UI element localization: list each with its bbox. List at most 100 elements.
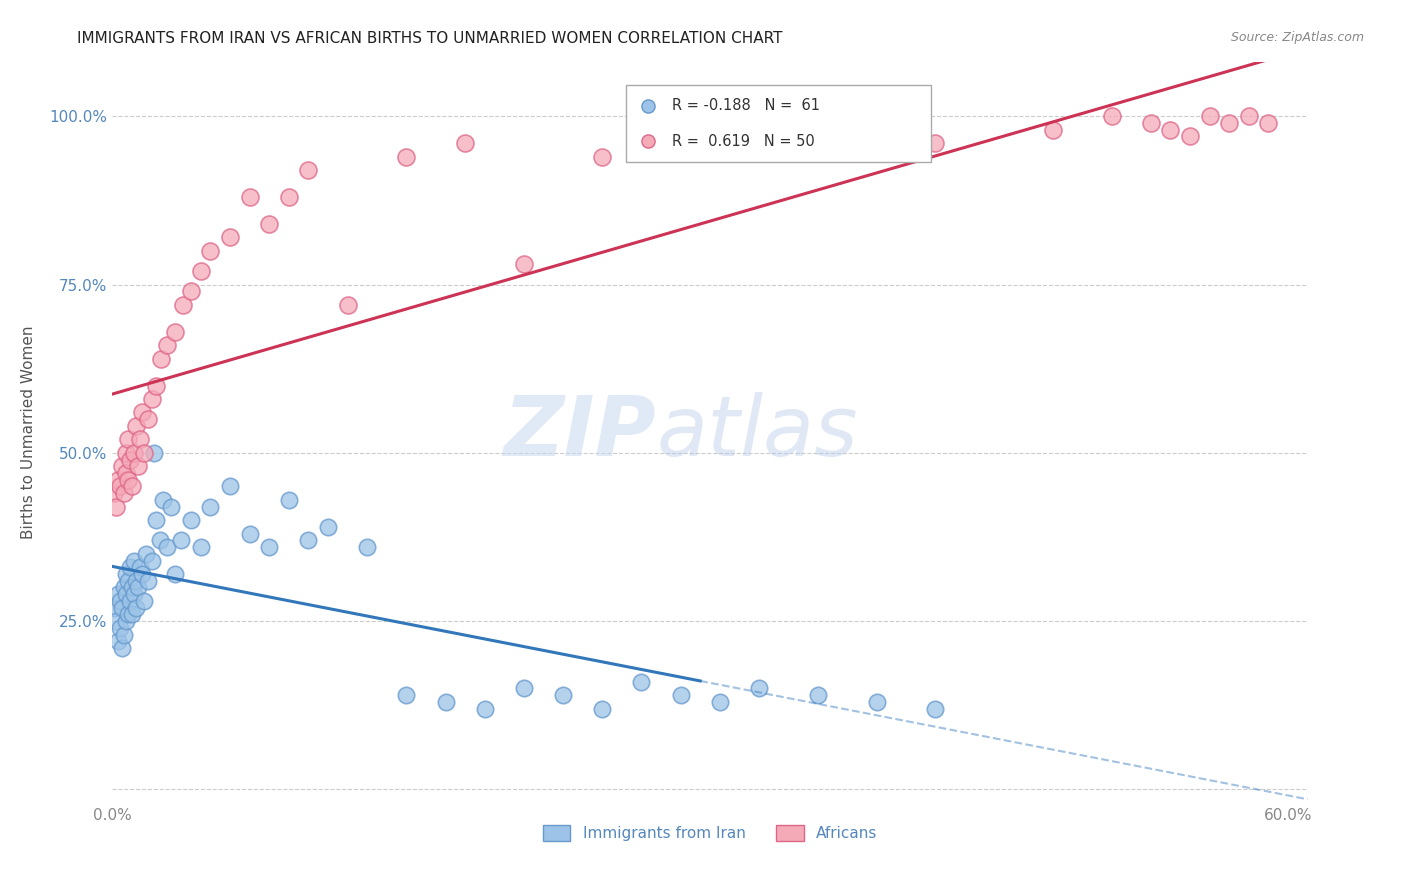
Point bbox=[110, 479, 132, 493]
Point bbox=[979, 181, 1001, 195]
Point bbox=[1140, 116, 1163, 130]
Point bbox=[297, 163, 319, 178]
Point bbox=[513, 257, 536, 271]
Point bbox=[115, 466, 138, 480]
Point bbox=[630, 674, 652, 689]
Point bbox=[316, 520, 339, 534]
Point bbox=[1198, 109, 1220, 123]
Point bbox=[125, 418, 148, 433]
Point bbox=[709, 695, 731, 709]
Point bbox=[165, 566, 187, 581]
Point bbox=[277, 492, 299, 507]
Point bbox=[1257, 116, 1279, 130]
Point bbox=[395, 688, 418, 702]
Text: atlas: atlas bbox=[657, 392, 858, 473]
Point bbox=[127, 581, 149, 595]
Point bbox=[160, 500, 183, 514]
Point bbox=[136, 412, 159, 426]
Point bbox=[689, 136, 711, 151]
Point bbox=[145, 513, 167, 527]
Point bbox=[152, 492, 174, 507]
Point bbox=[142, 446, 165, 460]
Point bbox=[136, 574, 159, 588]
Point bbox=[239, 190, 262, 204]
Point bbox=[277, 190, 299, 204]
Point bbox=[1101, 109, 1123, 123]
Point bbox=[551, 688, 574, 702]
Point bbox=[112, 627, 135, 641]
Text: R =  0.619   N = 50: R = 0.619 N = 50 bbox=[672, 134, 814, 149]
Point bbox=[105, 500, 128, 514]
Point bbox=[103, 600, 125, 615]
Point bbox=[257, 540, 280, 554]
Point bbox=[125, 600, 148, 615]
Point bbox=[807, 688, 830, 702]
Point bbox=[513, 681, 536, 696]
Point bbox=[121, 607, 143, 622]
Point bbox=[1159, 122, 1181, 136]
Point bbox=[120, 594, 142, 608]
Point bbox=[115, 446, 138, 460]
Point bbox=[924, 136, 946, 151]
Point bbox=[979, 148, 1001, 162]
Point bbox=[120, 452, 142, 467]
Point bbox=[150, 351, 173, 366]
Point bbox=[1042, 122, 1064, 136]
Point bbox=[190, 264, 212, 278]
Point bbox=[121, 581, 143, 595]
Point bbox=[141, 392, 163, 406]
Point bbox=[105, 614, 128, 628]
Point bbox=[172, 298, 194, 312]
Point bbox=[135, 547, 157, 561]
Point bbox=[148, 533, 170, 548]
Point bbox=[117, 433, 139, 447]
Point bbox=[115, 614, 138, 628]
Point bbox=[127, 459, 149, 474]
Point bbox=[454, 136, 477, 151]
Point bbox=[1237, 109, 1260, 123]
Point bbox=[110, 594, 132, 608]
Point bbox=[131, 405, 153, 419]
Point bbox=[122, 446, 145, 460]
Point bbox=[115, 587, 138, 601]
Legend: Immigrants from Iran, Africans: Immigrants from Iran, Africans bbox=[537, 819, 883, 847]
Point bbox=[180, 285, 202, 299]
Point bbox=[165, 325, 187, 339]
Point bbox=[219, 479, 242, 493]
Point bbox=[125, 574, 148, 588]
Point bbox=[112, 581, 135, 595]
Point bbox=[180, 513, 202, 527]
Point bbox=[1178, 129, 1201, 144]
Point bbox=[145, 378, 167, 392]
Point bbox=[591, 701, 613, 715]
Point bbox=[112, 486, 135, 500]
Point bbox=[257, 217, 280, 231]
Point bbox=[111, 459, 134, 474]
Point bbox=[132, 446, 155, 460]
Point bbox=[117, 473, 139, 487]
Point bbox=[924, 701, 946, 715]
Point bbox=[239, 526, 262, 541]
Point bbox=[356, 540, 378, 554]
Point bbox=[474, 701, 496, 715]
Point bbox=[787, 122, 810, 136]
Point bbox=[200, 244, 222, 258]
Point bbox=[748, 681, 770, 696]
Point bbox=[117, 574, 139, 588]
Point bbox=[117, 607, 139, 622]
Point bbox=[219, 230, 242, 244]
Point bbox=[107, 634, 129, 648]
Point bbox=[120, 560, 142, 574]
Point bbox=[591, 150, 613, 164]
Point bbox=[107, 587, 129, 601]
Point bbox=[103, 486, 125, 500]
Point bbox=[111, 600, 134, 615]
Point bbox=[122, 587, 145, 601]
Point bbox=[156, 338, 179, 352]
Point bbox=[131, 566, 153, 581]
Point bbox=[107, 473, 129, 487]
Point bbox=[395, 150, 418, 164]
FancyBboxPatch shape bbox=[627, 85, 931, 162]
Point bbox=[190, 540, 212, 554]
Text: R = -0.188   N =  61: R = -0.188 N = 61 bbox=[672, 98, 820, 113]
